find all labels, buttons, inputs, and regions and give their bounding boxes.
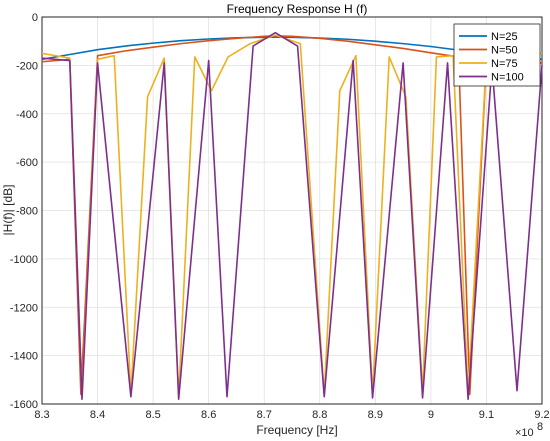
x-tick-label: 8.7	[257, 409, 272, 421]
y-tick-label: -600	[16, 157, 38, 169]
x-tick-label: 8.5	[145, 409, 160, 421]
x-tick-label: 8.3	[34, 409, 49, 421]
legend-label: N=100	[491, 72, 524, 84]
x-tick-label: 9.1	[479, 409, 494, 421]
x-ticks: 8.3 8.4 8.5 8.6 8.7 8.8 8.9 9 9.1 9.2	[34, 409, 549, 421]
y-tick-label: -1600	[10, 399, 38, 411]
x-exponent-power: 8	[537, 421, 543, 433]
y-tick-label: -400	[16, 109, 38, 121]
series-line-n-50	[41, 35, 543, 396]
y-tick-label: -800	[16, 206, 38, 218]
x-tick-label: 9.2	[534, 409, 549, 421]
y-tick-label: -1000	[10, 254, 38, 266]
x-tick-label: 8.4	[90, 409, 105, 421]
series-line-n-100	[41, 31, 543, 400]
series-lines	[41, 31, 543, 400]
plot-area	[41, 16, 543, 405]
y-tick-label: -1200	[10, 302, 38, 314]
chart-title: Frequency Response H (f)	[227, 2, 368, 16]
y-axis-label: |H(f)| [dB]	[1, 185, 15, 236]
y-ticks: 0 -200 -400 -600 -800 -1000 -1200 -1400 -1600	[10, 12, 38, 411]
y-tick-label: -200	[16, 60, 38, 72]
x-tick-label: 8.6	[201, 409, 216, 421]
x-axis-label: Frequency [Hz]	[256, 423, 337, 437]
y-tick-label: 0	[32, 12, 38, 24]
y-tick-label: -1400	[10, 351, 38, 363]
x-tick-label: 8.8	[312, 409, 327, 421]
series-line-n-75	[41, 34, 543, 398]
x-exponent-label: ×10	[515, 427, 534, 439]
legend-label: N=25	[491, 31, 518, 43]
legend: N=25 N=50N=75 N=100	[453, 23, 541, 87]
x-tick-label: 9	[428, 409, 434, 421]
legend-label: N=50	[491, 45, 518, 57]
x-tick-label: 8.9	[368, 409, 383, 421]
legend-label: N=75	[491, 58, 518, 70]
